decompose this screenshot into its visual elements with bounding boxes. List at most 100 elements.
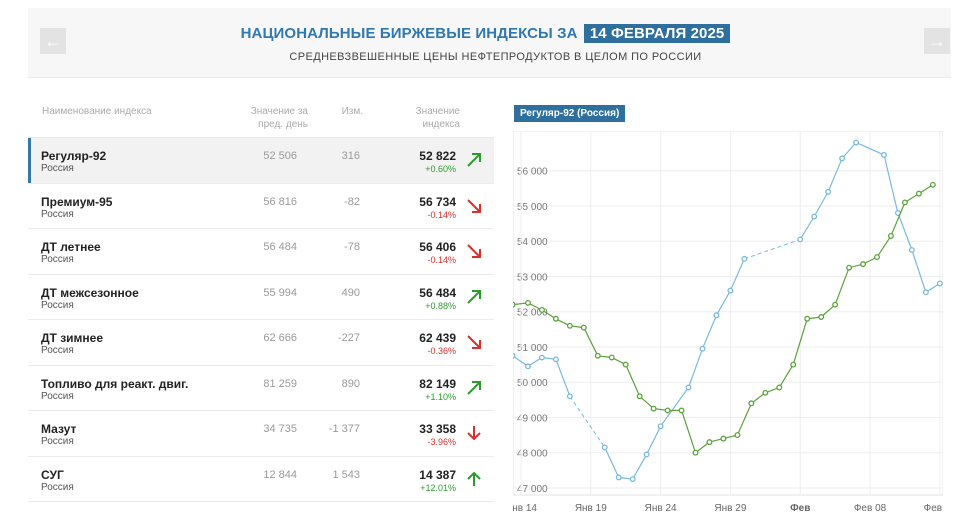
table-header: Наименование индекса Значение за пред. д…: [28, 98, 494, 138]
change-value: 1 543: [332, 468, 360, 481]
data-point: [615, 474, 622, 481]
data-point: [525, 299, 531, 306]
table-row[interactable]: Премиум-95 Россия 56 816 -82 56 734 -0.1…: [28, 184, 494, 229]
table-row[interactable]: СУГ Россия 12 844 1 543 14 387 +12.01%: [28, 457, 494, 502]
arrow-down-icon: [464, 196, 484, 216]
data-point: [678, 407, 685, 414]
data-point: [825, 188, 832, 195]
prev-value: 55 994: [263, 286, 297, 299]
data-point: [804, 315, 811, 322]
data-point: [664, 407, 671, 414]
y-tick-label: 56 000: [517, 167, 548, 178]
change-percent: -3.96%: [427, 437, 456, 447]
index-region: Россия: [41, 345, 74, 356]
data-point: [636, 393, 643, 400]
arrow-right-icon[interactable]: →: [924, 28, 950, 54]
index-table: Наименование индекса Значение за пред. д…: [28, 98, 494, 502]
x-tick-label: Фев 13: [924, 503, 943, 514]
data-point: [622, 361, 629, 368]
change-percent: +0.88%: [425, 300, 456, 311]
index-name: Мазут: [41, 422, 77, 436]
index-value: 62 439: [419, 331, 456, 345]
index-name: Регуляр-92: [41, 149, 107, 163]
data-point: [915, 190, 922, 197]
data-point: [552, 356, 559, 363]
index-value: 82 149: [419, 376, 456, 391]
arrow-left-icon[interactable]: ←: [40, 28, 66, 54]
header-value: Значение индекса: [415, 106, 460, 130]
table-row[interactable]: ДТ летнее Россия 56 484 -78 56 406 -0.14…: [28, 229, 494, 275]
index-region: Россия: [41, 208, 74, 220]
data-point: [790, 361, 797, 368]
series-line: [799, 141, 941, 294]
index-value: 52 822: [419, 149, 456, 163]
data-point: [643, 451, 650, 458]
index-region: Россия: [41, 436, 74, 447]
arrow-up-icon: [464, 150, 484, 170]
index-value: 56 406: [419, 240, 456, 254]
arrow-up-icon: [464, 469, 484, 489]
header-name: Наименование индекса: [42, 106, 152, 117]
index-name: Топливо для реакт. двиг.: [41, 376, 189, 391]
data-point: [706, 439, 713, 446]
y-tick-label: 48 000: [517, 449, 548, 460]
arrow-down-icon: [464, 332, 484, 352]
y-tick-label: 54 000: [517, 237, 548, 248]
data-point: [692, 449, 699, 456]
index-name: ДТ зимнее: [41, 331, 104, 345]
table-row[interactable]: Регуляр-92 Россия 52 506 316 52 822 +0.6…: [28, 138, 494, 184]
x-tick-label: Янв 29: [714, 503, 746, 514]
data-point: [846, 264, 853, 271]
prev-value: 56 484: [263, 241, 297, 253]
change-percent: +12.01%: [420, 482, 456, 493]
x-tick-label: Янв 14: [513, 503, 537, 514]
prev-value: 34 735: [263, 423, 297, 435]
price-chart: 47 000 48 000 49 000 50 000 51 000 52 000 53 0…: [513, 131, 943, 514]
change-value: -82: [344, 195, 360, 208]
data-point: [566, 322, 573, 329]
data-point: [580, 324, 587, 331]
date-badge[interactable]: 14 ФЕВРАЛЯ 2025: [583, 24, 731, 43]
change-value: -78: [344, 241, 360, 253]
data-point: [748, 400, 755, 407]
data-point: [797, 236, 804, 243]
change-value: -227: [337, 332, 360, 344]
index-region: Россия: [41, 254, 74, 265]
table-row[interactable]: ДТ зимнее Россия 62 666 -227 62 439 -0.3…: [28, 320, 494, 366]
data-point: [908, 247, 915, 253]
data-point: [741, 255, 748, 262]
data-point: [685, 384, 692, 391]
table-row[interactable]: Топливо для реакт. двиг. Россия 81 259 8…: [28, 366, 494, 411]
y-tick-label: 47 000: [517, 484, 548, 495]
index-value: 56 734: [419, 194, 456, 209]
index-name: ДТ межсезонное: [41, 285, 139, 300]
table-row[interactable]: Мазут Россия 34 735 -1 377 33 358 -3.96%: [28, 411, 494, 457]
change-percent: +1.10%: [425, 391, 456, 402]
change-percent: -0.14%: [427, 255, 456, 265]
data-point: [720, 435, 727, 442]
series-gap-line: [744, 238, 801, 260]
y-tick-label: 55 000: [517, 202, 548, 213]
change-percent: +0.60%: [425, 164, 456, 174]
change-value: 316: [341, 150, 360, 162]
data-point: [608, 354, 615, 361]
index-region: Россия: [41, 390, 74, 402]
arrow-down-icon: [464, 423, 484, 443]
series-gap-line: [569, 396, 606, 448]
index-value: 14 387: [419, 467, 456, 482]
data-point: [601, 444, 608, 451]
index-region: Россия: [41, 299, 74, 311]
data-point: [538, 354, 545, 361]
data-point: [922, 289, 929, 296]
data-point: [888, 232, 894, 239]
change-value: 890: [341, 377, 360, 390]
prev-value: 56 816: [263, 195, 297, 208]
table-row[interactable]: ДТ межсезонное Россия 55 994 490 56 484 …: [28, 275, 494, 320]
index-name: ДТ летнее: [41, 240, 101, 254]
data-point: [699, 345, 706, 352]
x-tick-label: Янв 24: [645, 503, 677, 514]
data-point: [513, 352, 516, 359]
data-point: [713, 312, 720, 319]
data-point: [832, 301, 839, 308]
data-point: [552, 315, 559, 322]
